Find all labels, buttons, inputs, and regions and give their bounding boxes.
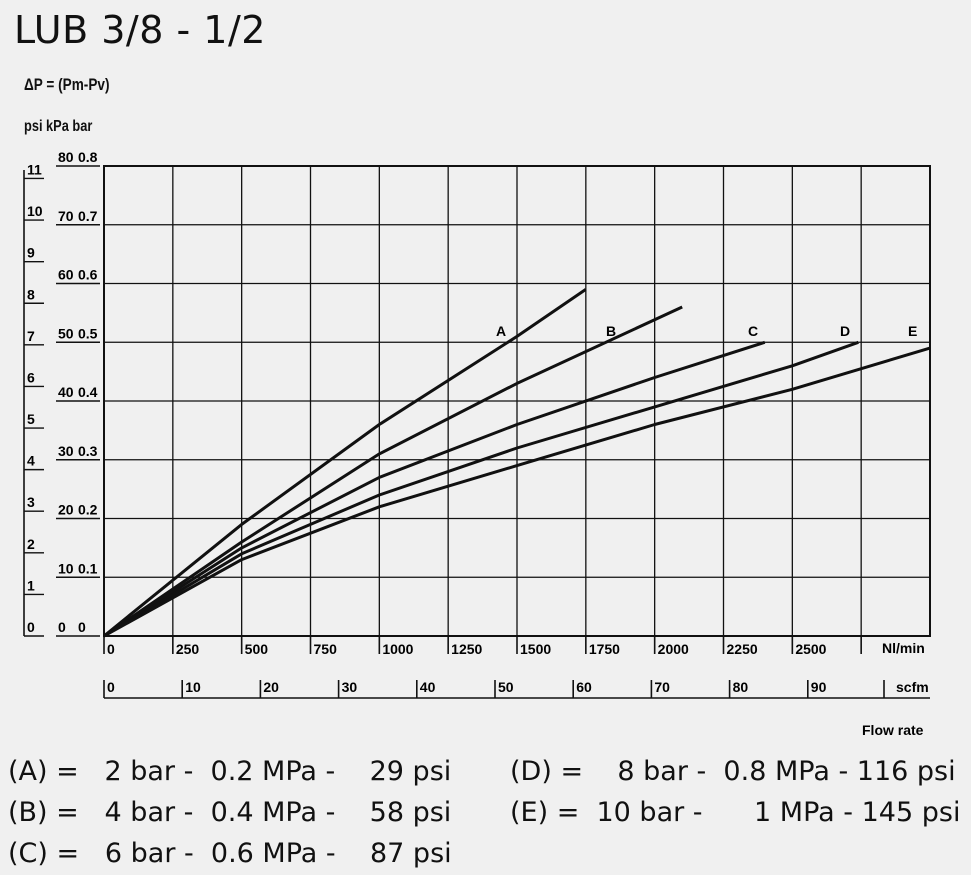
y-tick-label-kpa: 10 xyxy=(58,560,74,576)
x-tick-label-secondary: 90 xyxy=(811,679,827,695)
x-tick-label-secondary: 80 xyxy=(733,679,749,695)
y-tick-label-psi: 2 xyxy=(27,536,35,552)
x-tick-label-primary: 1000 xyxy=(382,641,413,657)
series-line-a xyxy=(103,288,587,638)
legend-b: (B) = 4 bar - 0.4 MPa - 58 psi xyxy=(8,797,452,828)
y-tick-label-bar: 0.4 xyxy=(78,384,98,400)
y-tick-label-kpa: 0 xyxy=(58,619,66,635)
x-tick-label-secondary: 50 xyxy=(498,679,514,695)
x-unit-primary: Nl/min xyxy=(882,640,925,656)
x-tick-label-secondary: 70 xyxy=(654,679,670,695)
x-tick-label-primary: 1750 xyxy=(589,641,620,657)
y-tick-label-bar: 0 xyxy=(78,619,86,635)
x-tick-label-secondary: 0 xyxy=(107,679,115,695)
x-tick-label-secondary: 40 xyxy=(420,679,436,695)
y-tick-label-psi: 1 xyxy=(27,577,35,593)
x-tick-label-secondary: 10 xyxy=(185,679,201,695)
x-tick-label-primary: 2000 xyxy=(658,641,689,657)
x-tick-label-primary: 750 xyxy=(314,641,338,657)
y-tick-label-kpa: 80 xyxy=(58,149,74,165)
x-tick-label-secondary: 20 xyxy=(263,679,279,695)
y-tick-label-bar: 0.1 xyxy=(78,560,98,576)
y-tick-label-psi: 6 xyxy=(27,369,35,385)
y-units-label: psi kPa bar xyxy=(24,118,93,135)
y-tick-label-kpa: 50 xyxy=(58,325,74,341)
y-tick-label-kpa: 30 xyxy=(58,443,74,459)
y-tick-label-psi: 3 xyxy=(27,494,35,510)
y-tick-label-psi: 7 xyxy=(27,328,35,344)
legend-d: (D) = 8 bar - 0.8 MPa - 116 psi xyxy=(510,756,956,787)
x-axis-label: Flow rate xyxy=(862,722,924,738)
series-label-a: A xyxy=(496,323,506,339)
x-tick-label-primary: 1250 xyxy=(451,641,482,657)
y-tick-label-bar: 0.8 xyxy=(78,149,98,165)
y-tick-label-psi: 0 xyxy=(27,619,35,635)
y-tick-label-kpa: 20 xyxy=(58,502,74,518)
y-tick-label-psi: 10 xyxy=(27,203,43,219)
series-label-c: C xyxy=(748,323,758,339)
x-tick-label-primary: 500 xyxy=(245,641,269,657)
pressure-formula: ΔP = (Pm-Pv) xyxy=(24,75,110,94)
y-tick-label-psi: 9 xyxy=(27,245,35,261)
legend-c: (C) = 6 bar - 0.6 MPa - 87 psi xyxy=(8,838,452,869)
y-tick-label-kpa: 40 xyxy=(58,384,74,400)
x-unit-secondary: scfm xyxy=(896,679,929,695)
series-line-e xyxy=(103,346,931,638)
legend-e: (E) = 10 bar - 1 MPa - 145 psi xyxy=(510,797,961,828)
y-tick-label-psi: 8 xyxy=(27,286,35,302)
y-tick-label-kpa: 70 xyxy=(58,208,74,224)
y-tick-label-bar: 0.6 xyxy=(78,267,98,283)
legend-a: (A) = 2 bar - 0.2 MPa - 29 psi xyxy=(8,756,452,787)
x-tick-label-primary: 2250 xyxy=(727,641,758,657)
y-tick-label-psi: 4 xyxy=(27,453,35,469)
y-tick-label-bar: 0.7 xyxy=(78,208,98,224)
x-tick-label-primary: 2500 xyxy=(795,641,826,657)
y-tick-label-bar: 0.5 xyxy=(78,325,98,341)
series-label-d: D xyxy=(840,323,850,339)
series-line-b xyxy=(103,305,683,638)
y-tick-label-bar: 0.3 xyxy=(78,443,98,459)
x-tick-label-secondary: 30 xyxy=(342,679,358,695)
x-tick-label-primary: 1500 xyxy=(520,641,551,657)
y-tick-label-psi: 11 xyxy=(27,161,42,177)
y-tick-label-bar: 0.2 xyxy=(78,502,98,518)
series-line-d xyxy=(103,340,859,638)
series-line-c xyxy=(103,340,766,638)
x-tick-label-primary: 250 xyxy=(176,641,200,657)
chart-title: LUB 3/8 - 1/2 xyxy=(14,8,266,52)
series-label-e: E xyxy=(908,323,917,339)
series-label-b: B xyxy=(606,323,616,339)
x-tick-label-secondary: 60 xyxy=(576,679,592,695)
x-tick-label-primary: 0 xyxy=(107,641,115,657)
y-tick-label-kpa: 60 xyxy=(58,267,74,283)
y-tick-label-psi: 5 xyxy=(27,411,35,427)
